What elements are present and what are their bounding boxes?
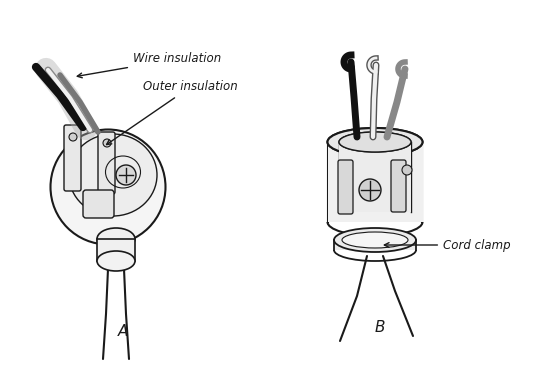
Ellipse shape [97,251,135,271]
Bar [97,239,135,261]
Text: B: B [374,319,385,335]
FancyBboxPatch shape [328,142,423,222]
Text: Outer insulation: Outer insulation [106,81,238,144]
FancyBboxPatch shape [64,125,81,191]
Ellipse shape [339,132,411,152]
FancyBboxPatch shape [83,190,114,218]
Circle shape [359,179,381,201]
Ellipse shape [69,134,157,216]
Ellipse shape [327,128,423,156]
Text: Cord clamp: Cord clamp [384,238,510,251]
Ellipse shape [97,228,135,250]
Ellipse shape [339,132,411,152]
FancyBboxPatch shape [98,132,115,194]
Ellipse shape [334,228,416,252]
Ellipse shape [327,128,423,156]
FancyBboxPatch shape [339,142,411,212]
FancyBboxPatch shape [391,160,406,212]
Circle shape [116,165,136,185]
FancyBboxPatch shape [334,240,416,250]
Circle shape [69,133,77,141]
Text: Wire insulation: Wire insulation [77,52,221,78]
Ellipse shape [50,129,165,244]
FancyBboxPatch shape [338,160,353,214]
Circle shape [103,139,111,147]
Circle shape [402,165,412,175]
Ellipse shape [342,232,408,248]
Text: A: A [118,324,128,340]
